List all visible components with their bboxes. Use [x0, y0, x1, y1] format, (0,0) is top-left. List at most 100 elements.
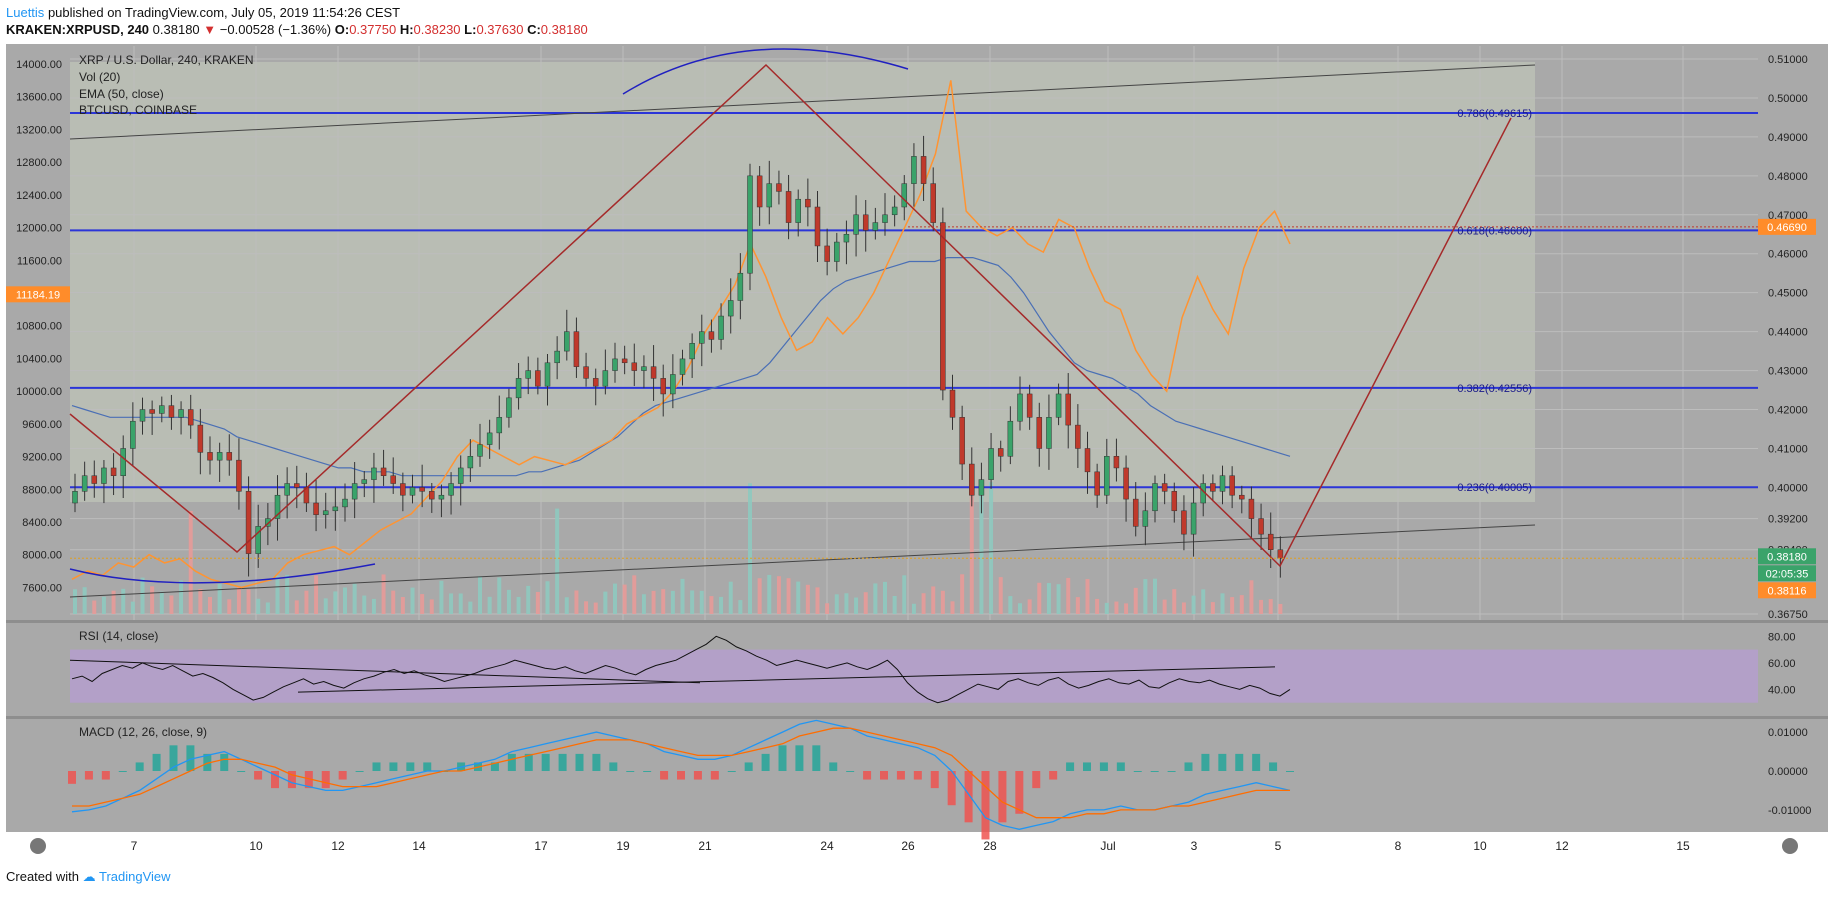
chart-area[interactable]: 0.786(0.49615) 0.618(0.46600) 0.382(0.4255…	[0, 44, 1828, 874]
macd-histogram-bar	[220, 753, 229, 771]
volume-bar	[1259, 599, 1264, 614]
macd-histogram-bar	[660, 771, 669, 780]
volume-bar	[82, 587, 87, 614]
candle-body	[380, 467, 387, 476]
left-tick-label: 9200.00	[22, 452, 62, 464]
volume-bar	[516, 596, 521, 614]
candle-body	[1123, 467, 1129, 500]
volume-bar	[979, 495, 984, 614]
x-tick-label: 24	[820, 839, 834, 853]
macd-histogram-bar	[947, 771, 956, 806]
macd-histogram-bar	[998, 771, 1007, 823]
macd-histogram-bar	[524, 753, 533, 771]
left-axis: 14000.00 13600.00 13200.00 12800.00 12400.00…	[16, 59, 62, 594]
macd-histogram-bar	[1083, 762, 1091, 771]
macd-histogram-bar	[68, 771, 76, 784]
volume-bar	[1201, 589, 1206, 614]
left-tick-label: 8000.00	[22, 550, 62, 562]
candle-body	[284, 483, 290, 496]
macd-histogram-bar	[693, 771, 702, 780]
macd-histogram-bar	[592, 753, 601, 771]
right-tick-label: 0.42000	[1768, 405, 1808, 417]
candle-body	[689, 343, 695, 360]
author-link[interactable]: Luettis	[6, 5, 45, 20]
candle-body	[882, 214, 888, 223]
macd-histogram-bar	[541, 753, 550, 771]
scale-icon[interactable]	[1782, 838, 1798, 854]
signal-path	[72, 727, 1290, 819]
btc-path	[71, 80, 1291, 589]
x-tick-label: 17	[534, 839, 548, 853]
x-tick-label: 12	[331, 839, 345, 853]
volume-bar	[545, 581, 550, 614]
macd-histogram-bar	[287, 771, 296, 789]
volume-bar	[449, 593, 454, 614]
candle-body	[120, 448, 126, 476]
candle-body	[959, 417, 965, 465]
macd-histogram-bar	[896, 771, 905, 780]
tag-countdown-box	[1758, 565, 1816, 582]
volume-bar	[1181, 602, 1186, 614]
volume-bar	[362, 595, 367, 614]
volume-bar	[323, 598, 328, 614]
candle-body	[274, 494, 281, 519]
macd-histogram-bar	[118, 771, 127, 772]
volume-bar	[439, 580, 444, 614]
right-tick-label: 0.46000	[1768, 249, 1808, 261]
candle-body	[477, 444, 483, 457]
candle-body	[805, 198, 811, 208]
volume-bar	[854, 597, 859, 614]
low-value: 0.37630	[476, 22, 524, 37]
tag-fib618-box	[1758, 218, 1816, 235]
rsi-trend-down	[69, 659, 701, 684]
volume-bar	[844, 593, 849, 614]
volume-bar	[1027, 599, 1032, 614]
volume-bar	[680, 578, 685, 614]
rsi-tick-label: 40.00	[1768, 684, 1796, 696]
macd-tick-label: -0.01000	[1768, 805, 1811, 817]
tag-btc-box	[1758, 582, 1816, 599]
macd-histogram-bar	[710, 771, 719, 780]
volume-bar	[1056, 584, 1061, 614]
candle-body	[448, 483, 454, 496]
volume-bar	[767, 574, 772, 614]
volume-bar	[989, 482, 994, 614]
candle-body	[1065, 393, 1071, 426]
candle-body	[351, 483, 358, 500]
legend-ema: EMA (50, close)	[79, 87, 164, 101]
volume-bar	[285, 574, 290, 614]
legend-btc: BTCUSD, COINBASE	[79, 103, 197, 117]
tradingview-link[interactable]: ☁ TradingView	[82, 869, 171, 884]
left-tick-label: 12000.00	[16, 223, 62, 235]
candle-body	[255, 526, 261, 554]
volume-bar	[265, 602, 270, 614]
macd-histogram-bar	[169, 745, 178, 771]
candle-body	[872, 222, 879, 231]
close-label: C:	[527, 22, 541, 37]
candle-body	[361, 479, 368, 484]
volume-bar	[217, 583, 222, 614]
volume-bar	[333, 591, 338, 614]
macd-histogram-bar	[321, 771, 330, 789]
volume-bar	[728, 581, 733, 614]
macd-histogram-bar	[677, 771, 685, 780]
volume-bar	[998, 577, 1003, 614]
right-tick-label: 0.41000	[1768, 443, 1808, 455]
candle-body	[1046, 417, 1052, 449]
candle-body	[149, 409, 155, 414]
x-tick-label: 8	[1395, 839, 1402, 853]
candle-body	[187, 409, 194, 426]
tag-btc-left-box	[6, 286, 70, 303]
volume-bar	[670, 590, 675, 614]
x-tick-label: 12	[1555, 839, 1569, 853]
volume-bar	[73, 589, 77, 614]
macd-histogram-bar	[84, 771, 93, 780]
volume-bar	[1095, 598, 1100, 614]
left-tick-label: 7600.00	[22, 582, 62, 594]
candle-body	[1171, 491, 1178, 512]
macd-histogram-bar	[981, 771, 990, 840]
macd-histogram-bar	[795, 745, 804, 771]
settings-icon[interactable]	[30, 838, 46, 854]
candle-body	[679, 358, 686, 375]
macd-histogram-bar	[609, 762, 618, 771]
